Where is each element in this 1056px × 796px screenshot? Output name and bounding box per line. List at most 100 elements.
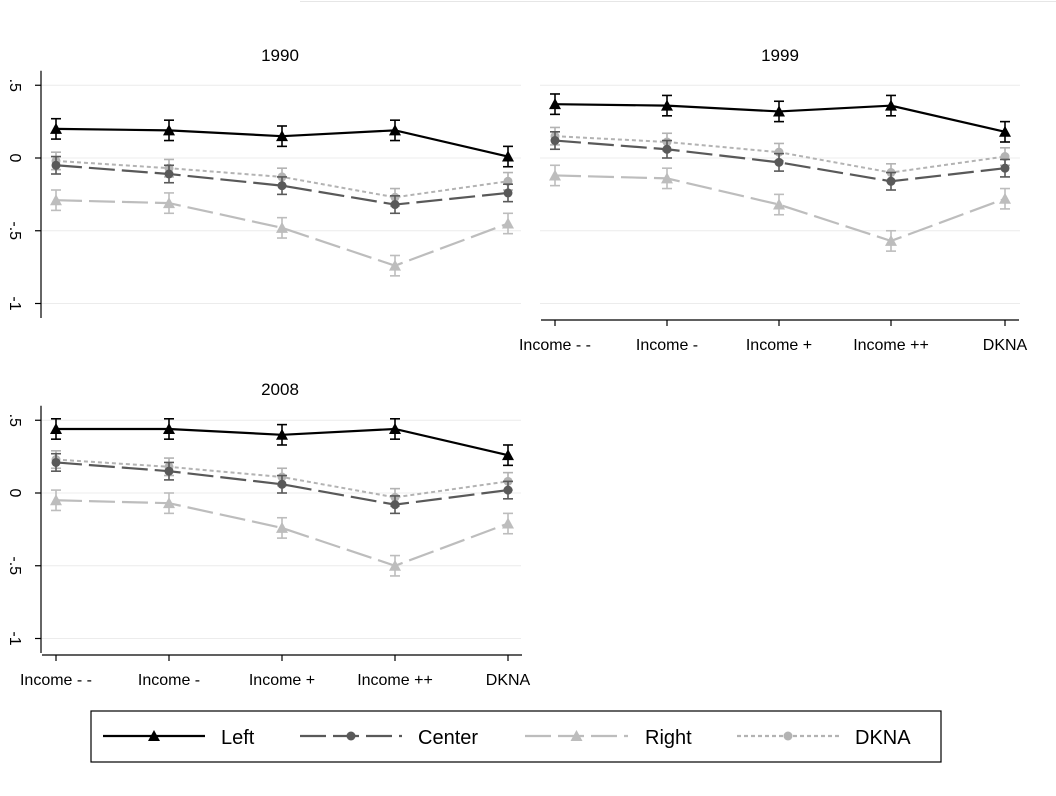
data-point (549, 98, 561, 110)
data-point (502, 150, 514, 162)
data-point (502, 449, 514, 461)
legend-label: Left (221, 727, 255, 749)
data-point (164, 466, 174, 476)
legend-item-right: Right (525, 727, 692, 749)
data-point (51, 160, 61, 170)
data-point (51, 457, 61, 467)
series-right (50, 489, 514, 577)
data-point (163, 497, 175, 509)
panel-1990: 1990 -1 -.5 0 .5 (6, 46, 521, 319)
data-point (773, 198, 785, 210)
series-center (51, 452, 513, 515)
x-tick-label: Income - - (519, 337, 591, 354)
legend-items: Left Center Right DKNA (103, 727, 911, 749)
y-tick-label: .5 (6, 414, 23, 427)
legend-label: Right (645, 727, 692, 749)
legend-marker (346, 731, 356, 741)
legend-item-dkna: DKNA (737, 727, 911, 749)
panel-title: 1999 (761, 46, 799, 65)
legend-marker (570, 730, 583, 741)
y-tick-label: -.5 (6, 556, 23, 575)
series-line (55, 461, 509, 506)
data-point (390, 200, 400, 210)
x-tick-label: DKNA (486, 672, 531, 689)
data-point (164, 169, 174, 179)
series-center (51, 155, 513, 215)
series-line (554, 139, 1006, 183)
data-point (550, 136, 560, 146)
legend-marker (783, 731, 793, 741)
legend-label: Center (418, 727, 478, 749)
legend-box (90, 710, 942, 763)
data-point (163, 422, 175, 434)
panel-2008: 2008 -1 -.5 0 .5 Income - - Income - Income + I… (6, 380, 531, 689)
series-center (550, 131, 1010, 191)
legend-label: DKNA (855, 727, 911, 749)
plot-area: -1 -.5 0 .5 Income - - Income - Income + Income… (6, 405, 531, 689)
x-tick-label: Income + (746, 337, 812, 354)
data-point (50, 122, 62, 134)
series-line (554, 174, 1006, 243)
y-tick-label: 0 (6, 154, 23, 163)
x-tick-label: Income - (138, 672, 200, 689)
data-point (50, 422, 62, 434)
data-point (389, 124, 401, 136)
data-point (389, 422, 401, 434)
data-point (885, 234, 897, 246)
y-tick-label: -.5 (6, 221, 23, 240)
data-point (502, 217, 514, 229)
legend-marker (148, 730, 160, 741)
data-point (1000, 163, 1010, 173)
series-line (55, 199, 509, 267)
legend-item-left: Left (103, 727, 255, 749)
data-point (886, 176, 896, 186)
data-point (503, 188, 513, 198)
y-tick-label: .5 (6, 79, 23, 92)
data-point (661, 99, 673, 111)
y-tick-label: 0 (6, 489, 23, 498)
data-point (502, 517, 514, 529)
series-left (50, 117, 514, 168)
x-tick-label: Income - (636, 337, 698, 354)
data-point (277, 479, 287, 489)
series-right (50, 189, 514, 277)
data-point (276, 221, 288, 233)
data-point (774, 157, 784, 167)
series-line (55, 164, 509, 206)
data-point (503, 485, 513, 495)
panel-1999: 1999 Income - - Income - Income + Income ++… (519, 46, 1028, 354)
data-point (277, 181, 287, 191)
x-tick-label: DKNA (983, 337, 1028, 354)
legend: Left Center Right DKNA (90, 710, 942, 763)
data-point (276, 521, 288, 533)
x-tick-label: Income ++ (357, 672, 433, 689)
panel-title: 2008 (261, 380, 299, 399)
data-point (549, 169, 561, 181)
plot-area: Income - - Income - Income + Income ++ DKNA (519, 84, 1028, 354)
data-point (276, 428, 288, 440)
series-right (549, 164, 1011, 252)
data-point (50, 494, 62, 506)
plot-area: -1 -.5 0 .5 (6, 70, 521, 319)
series-line (55, 499, 509, 567)
data-point (773, 105, 785, 117)
data-point (885, 99, 897, 111)
data-point (390, 500, 400, 510)
data-point (163, 124, 175, 136)
series-left (50, 417, 514, 467)
y-tick-label: -1 (6, 296, 23, 310)
y-tick-label: -1 (6, 631, 23, 645)
data-point (661, 172, 673, 184)
x-tick-label: Income ++ (853, 337, 929, 354)
data-point (999, 192, 1011, 204)
data-point (662, 144, 672, 154)
data-point (163, 197, 175, 209)
data-point (999, 125, 1011, 137)
legend-item-center: Center (300, 727, 478, 749)
data-point (276, 130, 288, 142)
series-left (549, 93, 1011, 143)
data-point (389, 259, 401, 271)
data-point (50, 194, 62, 206)
data-point (389, 559, 401, 571)
